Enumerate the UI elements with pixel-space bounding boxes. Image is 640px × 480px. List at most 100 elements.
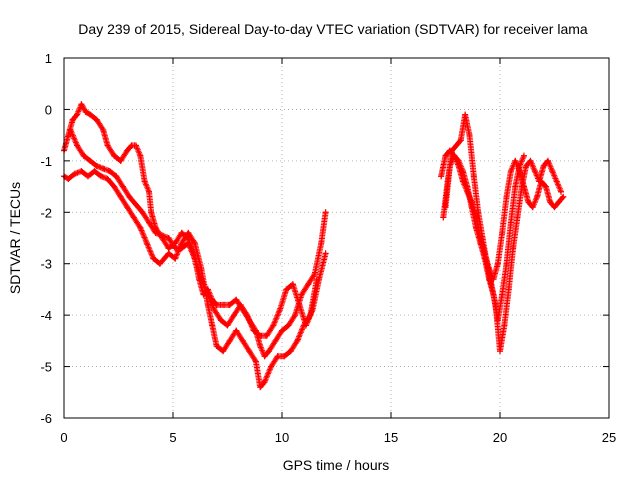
data-point [279,327,285,334]
data-point [473,224,480,231]
series-trace-a [61,101,329,360]
data-point [150,255,157,262]
data-point [459,168,466,175]
series-markers [438,147,567,283]
data-point [549,168,556,175]
data-point [263,332,270,339]
data-point [462,111,469,118]
data-point [217,317,224,324]
data-point [560,193,567,200]
data-point [87,111,94,118]
data-point [283,286,290,293]
data-point [152,229,159,236]
data-point [111,152,118,159]
data-point [156,260,163,267]
data-point [93,116,100,123]
y-tick-label: 1 [45,51,52,66]
chart-title: Day 239 of 2015, Sidereal Day-to-day VTE… [78,21,588,37]
data-point [553,178,560,185]
y-axis-label: SDTVAR / TECUs [7,182,23,294]
data-point [74,142,81,149]
series-trace-d [438,147,567,283]
y-tick-label: -6 [40,411,52,426]
x-tick-label: 10 [275,430,289,445]
data-point [165,250,172,257]
data-point [82,109,89,115]
data-point [497,348,503,355]
data-point [558,188,565,195]
data-point [292,312,299,319]
data-point [316,276,323,283]
data-point [455,157,462,164]
data-point [119,183,126,190]
data-point [527,157,534,164]
data-point [512,157,519,164]
data-point [551,204,558,211]
data-point [237,301,244,308]
data-point [451,152,458,159]
data-point [117,193,124,200]
data-point [69,116,76,123]
data-point [298,291,305,298]
y-tick-label: -2 [40,205,52,220]
data-point [130,214,137,221]
data-point [481,255,488,262]
data-point [213,343,220,349]
series-trace-c [67,127,329,339]
data-point [224,322,231,329]
data-point [220,301,227,308]
data-point [442,204,449,211]
data-point [475,209,482,216]
x-tick-label: 20 [493,430,507,445]
data-point [252,358,259,365]
data-point [87,157,94,164]
data-point [106,168,113,175]
data-point [322,209,329,216]
data-point [499,229,506,236]
data-point [525,199,532,205]
data-point [494,260,501,267]
data-point [246,348,253,355]
data-point [244,312,251,319]
data-point [457,137,464,144]
x-tick-label: 25 [602,430,616,445]
data-point [165,245,172,252]
data-point [148,209,155,216]
x-tick-label: 15 [384,430,398,445]
data-point [141,178,148,185]
y-tick-label: -4 [40,308,52,323]
data-point [185,229,192,236]
data-point [159,232,166,239]
data-point [503,260,510,267]
data-point [113,173,120,180]
data-point [270,322,277,329]
data-point [516,163,523,169]
data-point [265,348,272,355]
data-point [78,101,85,108]
data-point [250,327,257,334]
data-point [65,175,72,182]
series-trace-f [442,152,527,324]
data-point [104,142,111,149]
data-point [98,173,105,180]
data-point [261,379,268,385]
data-point [518,183,525,190]
data-point [540,163,547,169]
data-point [512,183,519,190]
data-point [137,224,144,231]
data-point [257,384,264,391]
data-point [117,157,124,164]
data-point [178,240,185,247]
data-point [124,204,131,211]
data-point [100,165,107,172]
data-point [499,291,506,298]
data-point [74,111,81,118]
data-point [503,193,510,200]
data-point [555,199,562,205]
data-point [178,245,185,252]
x-axis-label: GPS time / hours [283,457,390,473]
data-point [211,307,218,313]
data-point [470,173,477,180]
data-point [442,152,449,159]
data-point [233,327,240,334]
